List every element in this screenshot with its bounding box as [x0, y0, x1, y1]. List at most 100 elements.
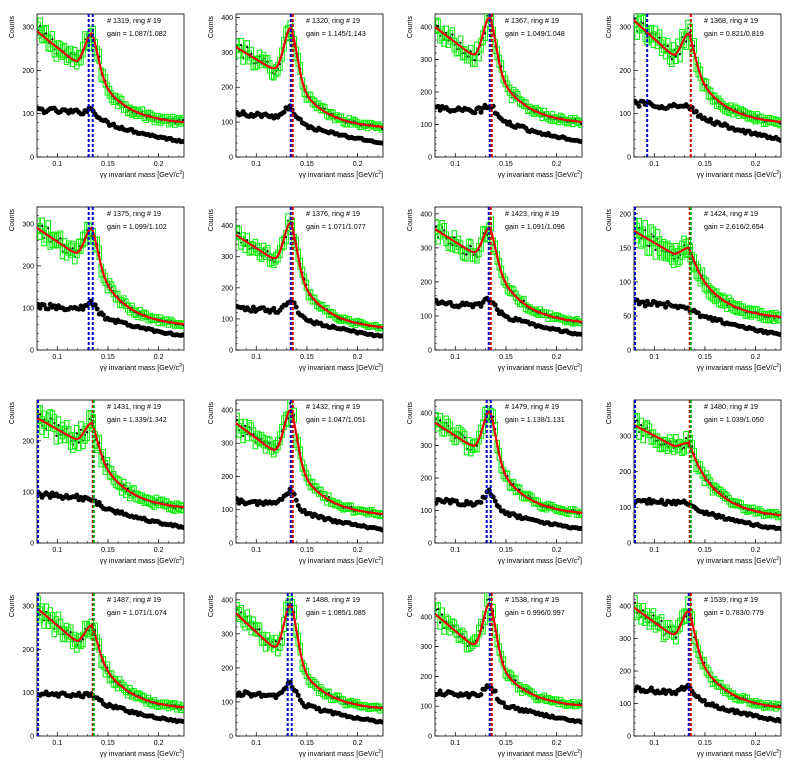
background-point	[777, 525, 781, 531]
x-axis-label: γγ invariant mass [GeV/c2]	[498, 556, 582, 565]
gain-label: gain = 1.099/1.102	[107, 222, 167, 231]
background-point	[642, 303, 648, 309]
x-tick-label: 0.1	[52, 354, 62, 361]
ring-label: # 1432, ring # 19	[306, 402, 360, 411]
background-point	[640, 299, 646, 305]
gain-label: gain = 1.039/1.050	[704, 415, 764, 424]
x-tick-label: 0.2	[353, 161, 363, 168]
background-point	[45, 306, 51, 312]
x-tick-label: 0.2	[751, 161, 761, 168]
gain-label: gain = 1.339/1.342	[107, 415, 167, 424]
signal-point	[59, 237, 62, 240]
x-axis-label: γγ invariant mass [GeV/c2]	[100, 170, 184, 179]
histogram-panel: 0 100 200 300 400 0.1 0.15 0.2 Counts γγ invarian…	[398, 193, 597, 386]
background-point	[80, 306, 86, 312]
background-point	[295, 692, 301, 698]
histogram-svg: 0 100 200 300 0.1 0.15 0.2 Counts γγ invariant m…	[606, 399, 782, 565]
signal-point	[439, 419, 442, 422]
y-tick-label: 200	[221, 665, 233, 672]
y-tick-label: 200	[221, 474, 233, 481]
gain-label: gain = 2.616/2.654	[704, 222, 764, 231]
signal-point	[380, 127, 383, 130]
x-tick-label: 0.15	[499, 740, 513, 747]
y-tick-label: 400	[619, 604, 631, 611]
background-point	[293, 497, 299, 503]
histogram-panel: 0 100 200 300 400 0.1 0.15 0.2 Counts γγ invarian…	[398, 579, 597, 772]
y-axis-label: Counts	[208, 209, 215, 232]
x-tick-label: 0.2	[154, 740, 164, 747]
x-tick-label: 0.15	[499, 547, 513, 554]
signal-point	[71, 247, 74, 250]
background-point	[37, 305, 43, 311]
fit-curve	[435, 15, 582, 123]
y-tick-label: 300	[22, 604, 34, 611]
background-point	[708, 116, 714, 122]
signal-point	[51, 38, 54, 41]
signal-point	[441, 613, 444, 616]
signal-point	[459, 41, 462, 44]
histogram-svg: 0 100 200 300 400 0.1 0.15 0.2 Counts γγ invarian…	[208, 206, 384, 372]
ring-label: # 1424, ring # 19	[704, 209, 758, 218]
signal-point	[242, 434, 245, 437]
signal-point	[648, 244, 651, 247]
signal-point	[443, 229, 446, 232]
signal-point	[634, 17, 637, 20]
x-tick-label: 0.2	[154, 547, 164, 554]
x-tick-label: 0.1	[649, 354, 659, 361]
ring-label: # 1431, ring # 19	[107, 402, 161, 411]
y-tick-label: 100	[221, 120, 233, 127]
background-point	[644, 500, 650, 506]
gain-label: gain = 1.085/1.085	[306, 608, 366, 617]
y-tick-label: 50	[623, 313, 631, 320]
histogram-svg: 0 100 200 300 400 0.1 0.15 0.2 Counts γγ invarian…	[606, 592, 782, 758]
signal-point	[518, 488, 521, 491]
fit-curve	[37, 607, 184, 709]
background-point	[492, 688, 498, 694]
y-tick-label: 100	[22, 690, 34, 697]
y-tick-label: 200	[221, 285, 233, 292]
signal-error-box	[281, 617, 287, 632]
fit-curve	[37, 30, 184, 124]
x-tick-label: 0.15	[101, 547, 115, 554]
x-tick-label: 0.15	[698, 547, 712, 554]
ring-label: # 1488, ring # 19	[306, 595, 360, 604]
gain-label: gain = 1.047/1.051	[306, 415, 366, 424]
y-tick-label: 100	[420, 508, 432, 515]
x-tick-label: 0.15	[499, 161, 513, 168]
background-point	[507, 119, 513, 125]
background-point	[578, 331, 582, 337]
fit-curve	[236, 221, 383, 329]
y-tick-label: 0	[229, 734, 233, 741]
histogram-svg: 0 100 200 300 0.1 0.15 0.2 Counts γγ invariant m…	[9, 13, 185, 179]
signal-error-box	[578, 119, 582, 129]
signal-point	[670, 58, 673, 61]
y-tick-label: 300	[221, 254, 233, 261]
background-point	[379, 333, 383, 339]
signal-point	[436, 608, 440, 611]
histogram-panel: 0 100 200 300 0.1 0.15 0.2 Counts γγ invariant m…	[0, 193, 199, 386]
signal-error-box	[777, 118, 781, 129]
y-tick-label: 100	[619, 505, 631, 512]
background-point	[476, 105, 482, 111]
ring-label: # 1376, ring # 19	[306, 209, 360, 218]
signal-error-box	[180, 115, 184, 125]
y-axis-label: Counts	[606, 209, 613, 232]
x-tick-label: 0.2	[154, 161, 164, 168]
x-axis-label: γγ invariant mass [GeV/c2]	[697, 749, 781, 758]
background-point	[379, 527, 383, 533]
gain-label: gain = 1.145/1.143	[306, 29, 366, 38]
y-axis-label: Counts	[9, 595, 16, 618]
x-axis-label: γγ invariant mass [GeV/c2]	[299, 170, 383, 179]
background-point	[578, 525, 582, 531]
y-axis-label: Counts	[407, 16, 414, 39]
histogram-svg: 0 50 100 150 200 0.1 0.15 0.2 Counts γγ invariant…	[606, 206, 782, 372]
signal-point	[75, 432, 78, 435]
signal-point	[658, 36, 661, 39]
background-point	[435, 103, 441, 109]
x-tick-label: 0.1	[251, 740, 261, 747]
y-tick-label: 200	[619, 211, 631, 218]
y-tick-label: 300	[420, 245, 432, 252]
signal-error-box	[379, 124, 383, 133]
signal-error-box	[496, 447, 503, 461]
